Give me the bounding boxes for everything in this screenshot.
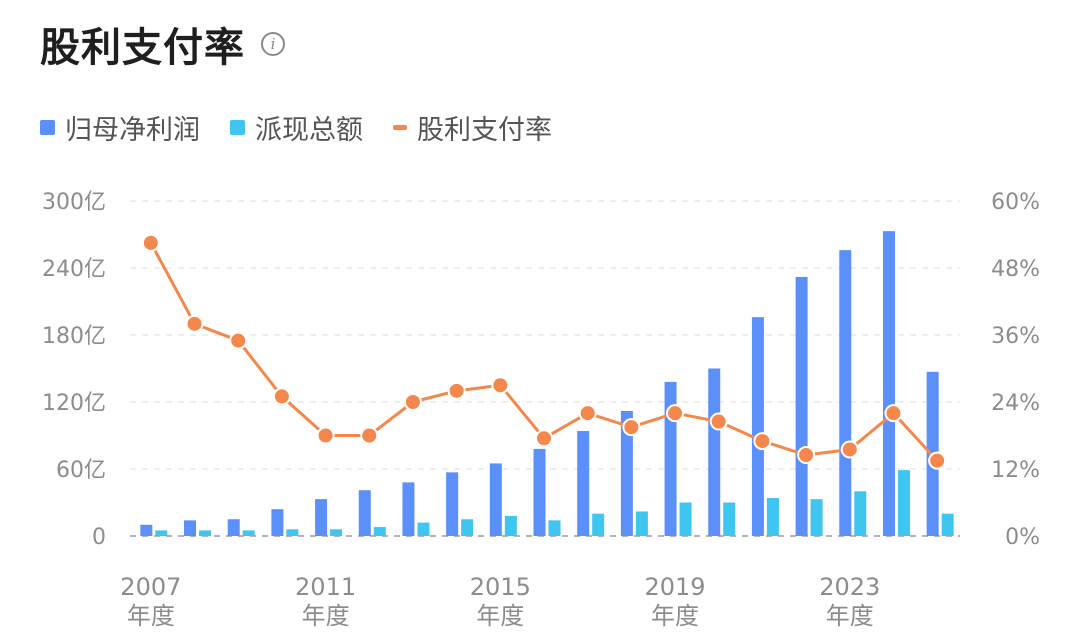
legend-swatch-dividend [230,120,245,135]
payout-point [316,426,335,445]
bar-net-profit [315,499,328,536]
payout-point [272,387,291,406]
y-right-tick-label: 36% [991,324,1040,349]
bar-net-profit [140,524,153,536]
bar-net-profit [751,317,764,536]
y-left-tick-label: 300亿 [42,190,106,215]
bar-dividend [548,520,561,536]
y-right-tick-label: 60% [991,190,1040,215]
payout-line-path [149,242,939,462]
x-tick-suffix: 年度 [127,602,175,630]
y-left-tick-label: 0 [92,525,106,550]
legend-item-payout-ratio[interactable]: 股利支付率 [393,108,552,147]
bar-net-profit [489,463,502,536]
payout-point [928,451,947,470]
legend-label-net-profit: 归母净利润 [65,115,200,146]
legend-label-payout-ratio: 股利支付率 [417,115,552,146]
bar-dividend [723,502,736,536]
bar-net-profit [708,368,721,536]
y-left-tick-label: 120亿 [42,391,106,416]
title-row: 股利支付率 i [40,14,285,74]
x-tick-suffix: 年度 [476,602,524,630]
bar-dividend [461,519,474,536]
bar-dividend [810,499,823,536]
y-left-tick-label: 60亿 [56,458,106,483]
y-right-tick-label: 0% [1005,525,1040,550]
bar-net-profit [358,490,371,536]
y-right-tick-label: 12% [991,458,1040,483]
x-tick-year: 2011 [295,573,356,601]
bar-dividend [766,498,779,536]
payout-point [753,432,772,451]
payout-point [797,446,816,465]
x-tick-year: 2015 [470,573,531,601]
bar-dividend [504,515,517,536]
bar-dividend [679,502,692,536]
payout-point [578,404,597,423]
legend: 归母净利润 派现总额 股利支付率 [40,108,582,147]
x-tick-year: 2007 [120,573,181,601]
bar-dividend [897,470,910,536]
payout-point [622,418,641,437]
bar-net-profit [620,410,633,536]
bar-net-profit [271,509,284,536]
payout-point [666,404,685,423]
bar-dividend [635,511,648,536]
bars [140,231,954,536]
x-tick-suffix: 年度 [302,602,350,630]
payout-point [403,393,422,411]
y-right-tick-label: 48% [991,257,1040,282]
x-tick-suffix: 年度 [651,602,699,630]
legend-label-dividend: 派现总额 [255,115,363,146]
bar-dividend [592,513,605,536]
page-title: 股利支付率 [40,25,245,71]
x-tick-year: 2019 [645,573,706,601]
payout-point [535,429,553,448]
bar-net-profit [882,231,895,536]
bar-dividend [155,530,168,536]
y-left-tick-label: 180亿 [42,324,106,349]
bar-net-profit [795,276,808,536]
x-tick-suffix: 年度 [826,602,874,630]
y-axis-right: 0% 12% 24% 36% 48% 60% [991,190,1040,550]
x-tick-year: 2023 [819,573,880,601]
legend-item-dividend[interactable]: 派现总额 [230,108,363,147]
y-left-tick-label: 240亿 [42,257,106,282]
bar-net-profit [184,520,197,536]
bar-net-profit [577,431,590,536]
payout-point [360,426,379,445]
bar-net-profit [839,250,852,536]
bar-dividend [941,513,954,536]
bar-dividend [854,491,867,536]
payout-point [884,404,903,423]
payout-line [141,233,947,470]
legend-swatch-net-profit [40,120,55,135]
payout-point [185,314,204,333]
bar-dividend [417,522,430,536]
bar-dividend [373,527,386,536]
payout-point [229,331,248,350]
bar-dividend [330,529,343,536]
bar-net-profit [533,448,546,536]
bar-net-profit [446,472,459,536]
payout-point [141,233,160,252]
payout-point [840,440,859,459]
payout-point [491,376,510,395]
info-icon[interactable]: i [261,32,285,56]
y-axis-left: 0 60亿 120亿 180亿 240亿 300亿 [42,190,106,550]
bar-net-profit [227,519,240,536]
bar-net-profit [402,482,415,536]
legend-swatch-payout-ratio [393,125,407,130]
bar-dividend [286,529,299,536]
y-right-tick-label: 24% [991,391,1040,416]
payout-point [447,381,466,400]
bar-dividend [242,530,255,536]
legend-item-net-profit[interactable]: 归母净利润 [40,108,200,147]
payout-point [709,412,728,431]
bar-dividend [199,530,212,536]
